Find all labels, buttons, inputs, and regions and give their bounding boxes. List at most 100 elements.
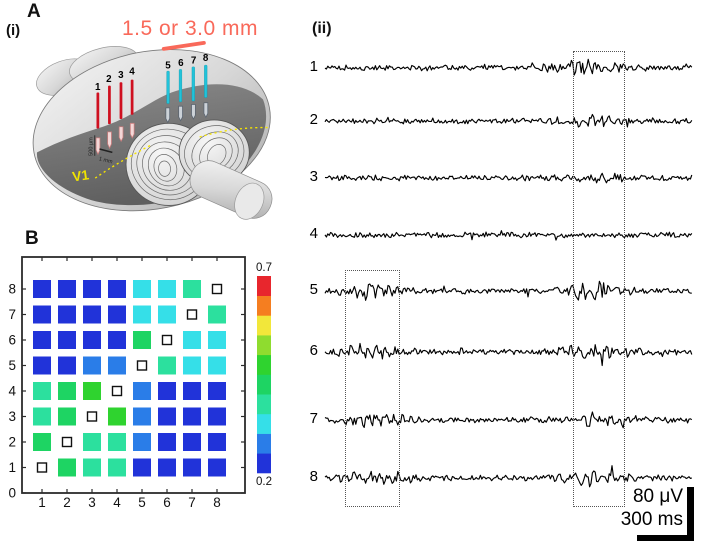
heatmap-cell: [158, 305, 176, 324]
diagonal-marker: [111, 385, 123, 397]
electrode-number-4: 4: [129, 67, 135, 78]
heatmap-cell: [108, 280, 126, 298]
voltage-scale-label: 80 μV: [632, 486, 683, 507]
heatmap-cell: [83, 356, 101, 375]
v1-border-dashed-left: [94, 144, 153, 179]
trace-waveform: [324, 230, 693, 241]
y-tick-label: 2: [8, 435, 16, 450]
heatmap-cell: [108, 356, 126, 375]
electrode-number-3: 3: [118, 70, 124, 81]
y-tick-label: 5: [8, 358, 16, 373]
x-tick-label: 1: [38, 495, 46, 510]
scale-marks: 500 μm 1 mm: [89, 135, 113, 166]
heatmap-cell: [83, 458, 101, 477]
heatmap-cell: [208, 305, 226, 324]
spacing-indicator-line: [161, 40, 206, 51]
heatmap-cell: [83, 305, 101, 324]
x-tick-label: 3: [88, 495, 96, 510]
colorbar-segment: [257, 374, 271, 395]
heatmap-cell: [133, 407, 151, 426]
heatmap-cell: [108, 407, 126, 426]
trace-label-7: 7: [309, 410, 318, 427]
heatmap-cell: [183, 280, 201, 298]
heatmap-cell: [33, 382, 51, 400]
electrode-number-8: 8: [203, 53, 209, 64]
heatmap-cell: [33, 331, 51, 349]
x-tick-label: 4: [113, 495, 121, 510]
diagonal-marker: [86, 411, 98, 422]
voltage-scalebar: [687, 487, 694, 541]
heatmap-cell: [158, 407, 176, 426]
colorbar-max-label: 0.7: [256, 262, 272, 274]
trace-label-3: 3: [309, 168, 318, 185]
heatmap-cell: [33, 305, 51, 324]
heatmap-cell: [58, 305, 76, 324]
heatmap-cell: [83, 382, 101, 400]
colorbar-segment: [257, 433, 271, 454]
dashed-highlight-box: [573, 51, 626, 507]
heatmap-cell: [33, 280, 51, 298]
heatmap-cell: [158, 280, 176, 298]
trace-waveform: [324, 342, 693, 367]
colorbar-segment: [257, 335, 271, 356]
diagonal-marker: [136, 360, 148, 371]
time-scale-label: 300 ms: [620, 509, 683, 530]
heatmap-cell: [58, 280, 76, 298]
heatmap-cell: [208, 407, 226, 426]
trace-label-6: 6: [309, 342, 318, 359]
y-tick-label: 4: [8, 384, 16, 399]
trace-label-5: 5: [309, 281, 318, 298]
heatmap-cell: [58, 407, 76, 426]
electrode-number-5: 5: [165, 61, 171, 72]
heatmap-cell: [158, 382, 176, 400]
trace-waveform: [324, 172, 693, 184]
x-tick-label: 5: [138, 495, 146, 510]
y-tick-label: 1: [8, 460, 16, 475]
trace-label-2: 2: [309, 111, 318, 128]
heatmap-cell: [133, 280, 151, 298]
colorbar-segment: [257, 354, 271, 375]
heatmap-cell: [83, 280, 101, 298]
heatmap-cell: [133, 433, 151, 451]
heatmap-cell: [183, 433, 201, 451]
panel-aii-label: (ii): [312, 20, 332, 37]
diagonal-marker: [211, 283, 223, 295]
heatmap-cell: [33, 433, 51, 451]
probe-spacing-scale-label: 1 mm: [98, 156, 113, 165]
heatmap-cell: [208, 331, 226, 349]
y-tick-label: 6: [8, 333, 16, 348]
trace-waveform: [324, 58, 693, 76]
trace-waveform: [324, 113, 693, 128]
heatmap-cell: [158, 433, 176, 451]
heatmap-cell: [133, 458, 151, 477]
heatmap-cell: [108, 433, 126, 451]
heatmap-cell: [133, 305, 151, 324]
electrode-number-7: 7: [191, 55, 197, 66]
heatmap-cell: [133, 382, 151, 400]
y-tick-label: 0: [8, 486, 16, 501]
heatmap-cell: [108, 331, 126, 349]
heatmap-cell: [183, 331, 201, 349]
depth-scale-label: 500 μm: [89, 137, 95, 156]
trace-label-1: 1: [309, 58, 318, 75]
colorbar-segment: [257, 413, 271, 434]
x-tick-label: 8: [213, 495, 221, 510]
x-tick-label: 7: [188, 495, 196, 510]
heatmap-cell: [83, 433, 101, 451]
heatmap-cell: [158, 356, 176, 375]
y-tick-label: 8: [8, 282, 16, 297]
heatmap-cell: [33, 356, 51, 375]
v1-border-dashed-right: [199, 126, 270, 138]
colorbar-segment: [257, 276, 271, 296]
heatmap-cell: [183, 382, 201, 400]
trace-label-4: 4: [309, 225, 318, 242]
heatmap-cell: [133, 331, 151, 349]
heatmap-cell: [83, 331, 101, 349]
heatmap-cell: [208, 458, 226, 477]
panel-a-label: A: [27, 1, 41, 22]
colorbar-segment: [257, 295, 271, 316]
colorbar-segment: [257, 394, 271, 415]
heatmap-cell: [183, 458, 201, 477]
heatmap-cell: [108, 305, 126, 324]
heatmap-cell: [183, 356, 201, 375]
